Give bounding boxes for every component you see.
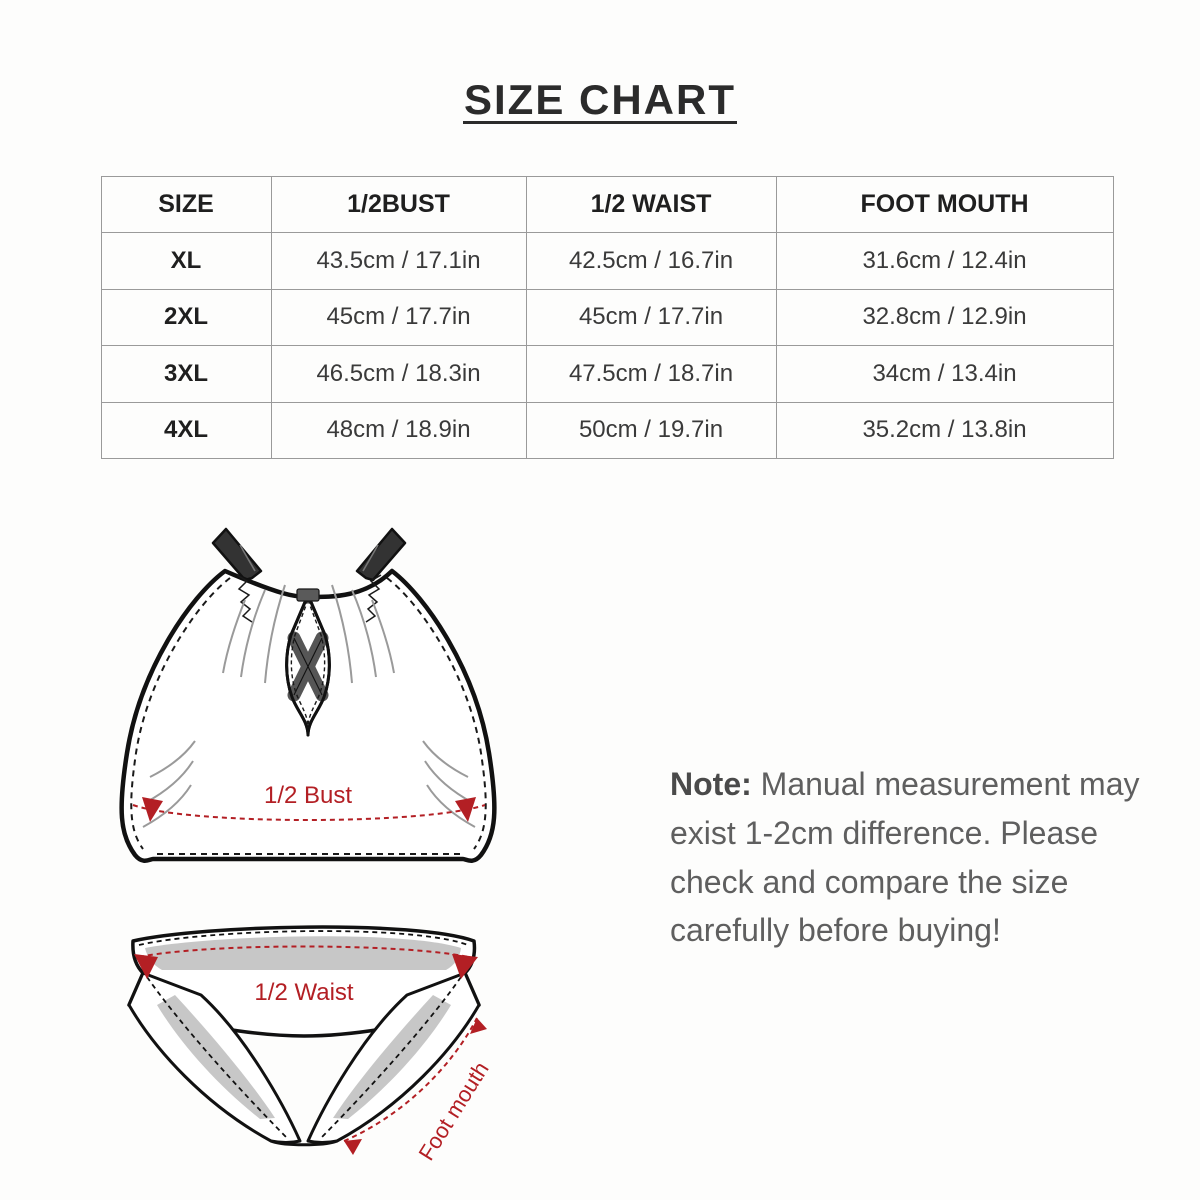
svg-text:1/2 Waist: 1/2 Waist — [254, 979, 353, 1006]
svg-text:1/2 Bust: 1/2 Bust — [264, 782, 352, 809]
